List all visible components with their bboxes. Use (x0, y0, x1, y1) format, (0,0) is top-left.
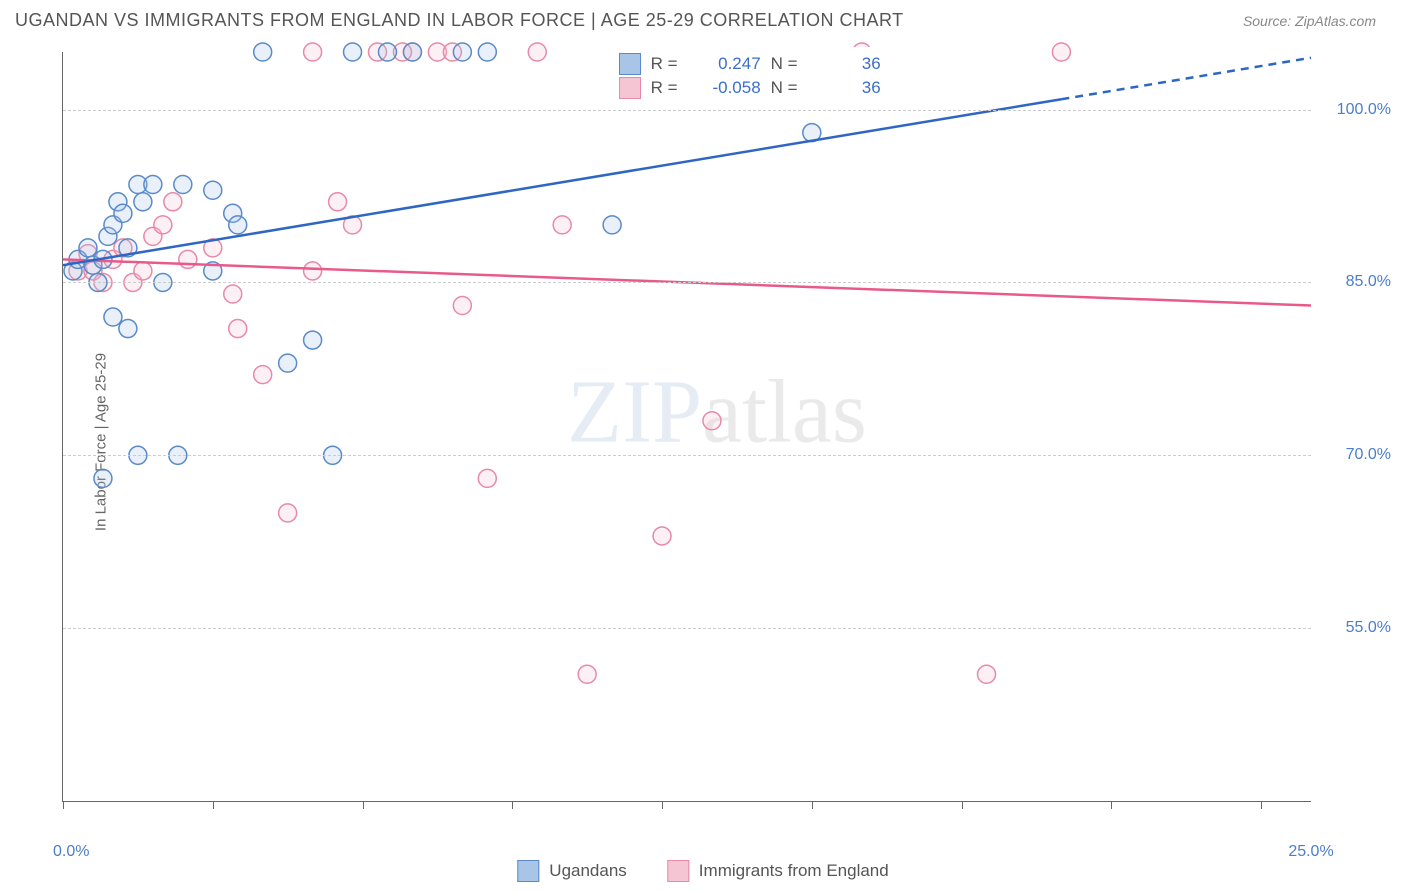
y-tick-label: 55.0% (1346, 619, 1391, 637)
data-point (104, 308, 122, 326)
n-value-ugandans: 36 (811, 54, 881, 74)
data-point (114, 204, 132, 222)
data-point (229, 216, 247, 234)
r-value-ugandans: 0.247 (691, 54, 761, 74)
data-point (204, 181, 222, 199)
legend-row-england: R = -0.058 N = 36 (619, 77, 881, 99)
legend-row-ugandans: R = 0.247 N = 36 (619, 53, 881, 75)
data-point (254, 366, 272, 384)
data-point (329, 193, 347, 211)
x-tick (812, 801, 813, 809)
data-point (553, 216, 571, 234)
data-point (254, 43, 272, 61)
y-tick-label: 70.0% (1346, 446, 1391, 464)
data-point (578, 665, 596, 683)
data-point (603, 216, 621, 234)
data-point (703, 412, 721, 430)
data-point (279, 354, 297, 372)
x-tick (662, 801, 663, 809)
data-point (528, 43, 546, 61)
data-point (164, 193, 182, 211)
data-point (453, 43, 471, 61)
x-tick (1111, 801, 1112, 809)
chart-title: UGANDAN VS IMMIGRANTS FROM ENGLAND IN LA… (15, 10, 904, 31)
x-tick (213, 801, 214, 809)
n-value-england: 36 (811, 78, 881, 98)
gridline-h (63, 110, 1311, 111)
trend-line-dashed (1061, 58, 1311, 99)
gridline-h (63, 628, 1311, 629)
x-tick (962, 801, 963, 809)
data-point (978, 665, 996, 683)
swatch-england (619, 77, 641, 99)
data-point (224, 285, 242, 303)
plot-area: ZIPatlas 55.0%70.0%85.0%100.0%0.0%25.0% (62, 52, 1311, 802)
y-tick-label: 85.0% (1346, 273, 1391, 291)
gridline-h (63, 282, 1311, 283)
correlation-legend: R = 0.247 N = 36 R = -0.058 N = 36 (611, 47, 889, 105)
x-tick (1261, 801, 1262, 809)
data-point (304, 43, 322, 61)
plot-svg (63, 52, 1311, 801)
r-value-england: -0.058 (691, 78, 761, 98)
data-point (134, 193, 152, 211)
data-point (94, 469, 112, 487)
data-point (304, 331, 322, 349)
legend-item-england: Immigrants from England (667, 860, 889, 882)
data-point (144, 176, 162, 194)
swatch-ugandans (619, 53, 641, 75)
data-point (653, 527, 671, 545)
data-point (378, 43, 396, 61)
data-point (453, 296, 471, 314)
data-point (134, 262, 152, 280)
data-point (403, 43, 421, 61)
data-point (119, 320, 137, 338)
x-tick-label: 25.0% (1288, 843, 1333, 861)
chart-container: In Labor Force | Age 25-29 ZIPatlas 55.0… (42, 42, 1396, 842)
data-point (1052, 43, 1070, 61)
data-point (478, 469, 496, 487)
legend-item-ugandans: Ugandans (517, 860, 627, 882)
x-tick (63, 801, 64, 809)
y-tick-label: 100.0% (1337, 101, 1391, 119)
gridline-h (63, 455, 1311, 456)
data-point (174, 176, 192, 194)
data-point (344, 43, 362, 61)
data-point (279, 504, 297, 522)
x-tick (512, 801, 513, 809)
x-tick (363, 801, 364, 809)
data-point (154, 216, 172, 234)
swatch-england-icon (667, 860, 689, 882)
swatch-ugandans-icon (517, 860, 539, 882)
bottom-legend: Ugandans Immigrants from England (517, 860, 888, 882)
data-point (229, 320, 247, 338)
data-point (478, 43, 496, 61)
source-label: Source: ZipAtlas.com (1243, 13, 1376, 29)
data-point (79, 239, 97, 257)
data-point (304, 262, 322, 280)
x-tick-label: 0.0% (53, 843, 89, 861)
data-point (179, 250, 197, 268)
